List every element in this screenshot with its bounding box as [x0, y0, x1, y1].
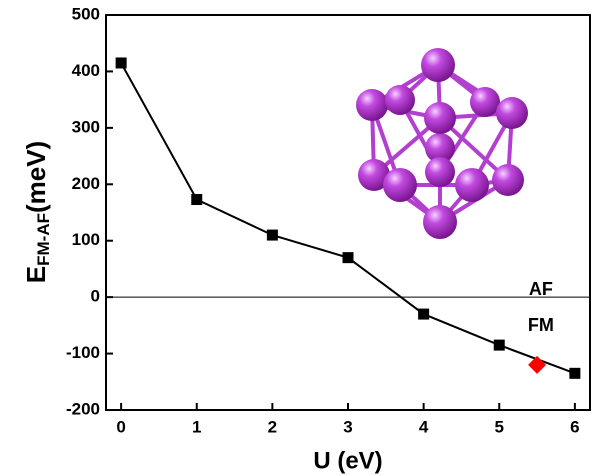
x-tick-label: 3: [343, 417, 352, 436]
annotation: FM: [528, 315, 554, 335]
data-point: [493, 339, 505, 351]
y-tick-label: -200: [66, 399, 100, 418]
x-tick-label: 0: [116, 417, 125, 436]
x-tick-label: 5: [495, 417, 504, 436]
y-tick-label: 400: [72, 61, 100, 80]
y-label-sub: FM-AF: [34, 213, 53, 266]
y-tick-label: 200: [72, 174, 100, 193]
data-point: [191, 194, 203, 206]
y-tick-label: 300: [72, 117, 100, 136]
annotation: AF: [529, 279, 553, 299]
plot-frame: [105, 14, 591, 411]
x-tick-label: 4: [419, 417, 429, 436]
x-tick-label: 6: [570, 417, 579, 436]
x-tick-label: 2: [268, 417, 277, 436]
data-point: [569, 367, 581, 379]
y-tick-label: -100: [66, 343, 100, 362]
x-axis-label: U (eV): [313, 447, 382, 474]
molecule-illustration: [356, 48, 528, 239]
y-axis-label: EFM-AF(meV): [21, 141, 54, 283]
data-point: [266, 229, 278, 241]
y-tick-label: 0: [91, 287, 100, 306]
data-point: [418, 308, 430, 320]
data-point: [115, 57, 127, 69]
y-label-main: E: [21, 266, 51, 283]
y-tick-label: 100: [72, 230, 100, 249]
y-label-unit: (meV): [21, 141, 51, 213]
x-tick-label: 1: [192, 417, 201, 436]
y-tick-label: 500: [72, 4, 100, 23]
data-point: [528, 355, 547, 374]
data-point: [342, 252, 354, 264]
